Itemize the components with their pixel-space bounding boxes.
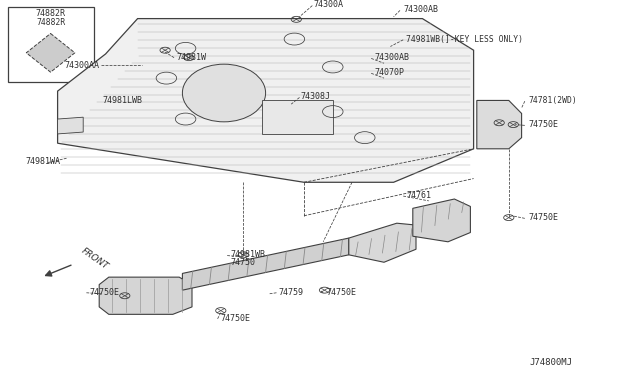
Text: 74750E: 74750E <box>221 314 251 323</box>
Ellipse shape <box>182 64 266 122</box>
Text: 74759: 74759 <box>278 288 303 296</box>
Text: 74981W: 74981W <box>176 53 206 62</box>
Polygon shape <box>58 117 83 134</box>
Text: 74761: 74761 <box>406 191 431 200</box>
Bar <box>8 7 94 82</box>
Polygon shape <box>349 223 416 262</box>
Bar <box>262 100 333 134</box>
Text: 74300A: 74300A <box>314 0 344 9</box>
Text: FRONT: FRONT <box>80 246 110 271</box>
Text: 74300AA: 74300AA <box>64 61 99 70</box>
Text: 74070P: 74070P <box>374 68 404 77</box>
Text: 74300AB: 74300AB <box>403 5 438 14</box>
Text: 74750E: 74750E <box>90 288 120 296</box>
Text: 74981LWB: 74981LWB <box>102 96 143 105</box>
Polygon shape <box>182 238 349 290</box>
Text: 74300AB: 74300AB <box>374 53 410 62</box>
Text: 74781(2WD): 74781(2WD) <box>528 96 577 105</box>
Text: 74750E: 74750E <box>326 288 356 296</box>
Text: 74981WA: 74981WA <box>26 157 61 166</box>
Text: 74308J: 74308J <box>301 92 331 101</box>
Text: 74882R: 74882R <box>36 9 65 17</box>
Polygon shape <box>58 19 474 182</box>
Polygon shape <box>413 199 470 242</box>
Text: 74750E: 74750E <box>528 120 558 129</box>
Text: 74882R: 74882R <box>36 18 65 27</box>
Text: 74750: 74750 <box>230 258 255 267</box>
Text: 74750E: 74750E <box>528 213 558 222</box>
Text: 74981WB(]-KEY LESS ONLY): 74981WB(]-KEY LESS ONLY) <box>406 35 524 44</box>
Polygon shape <box>26 33 75 72</box>
Polygon shape <box>99 277 192 314</box>
Text: 74981WB: 74981WB <box>230 250 266 259</box>
Text: J74800MJ: J74800MJ <box>530 358 573 367</box>
Polygon shape <box>477 100 522 149</box>
